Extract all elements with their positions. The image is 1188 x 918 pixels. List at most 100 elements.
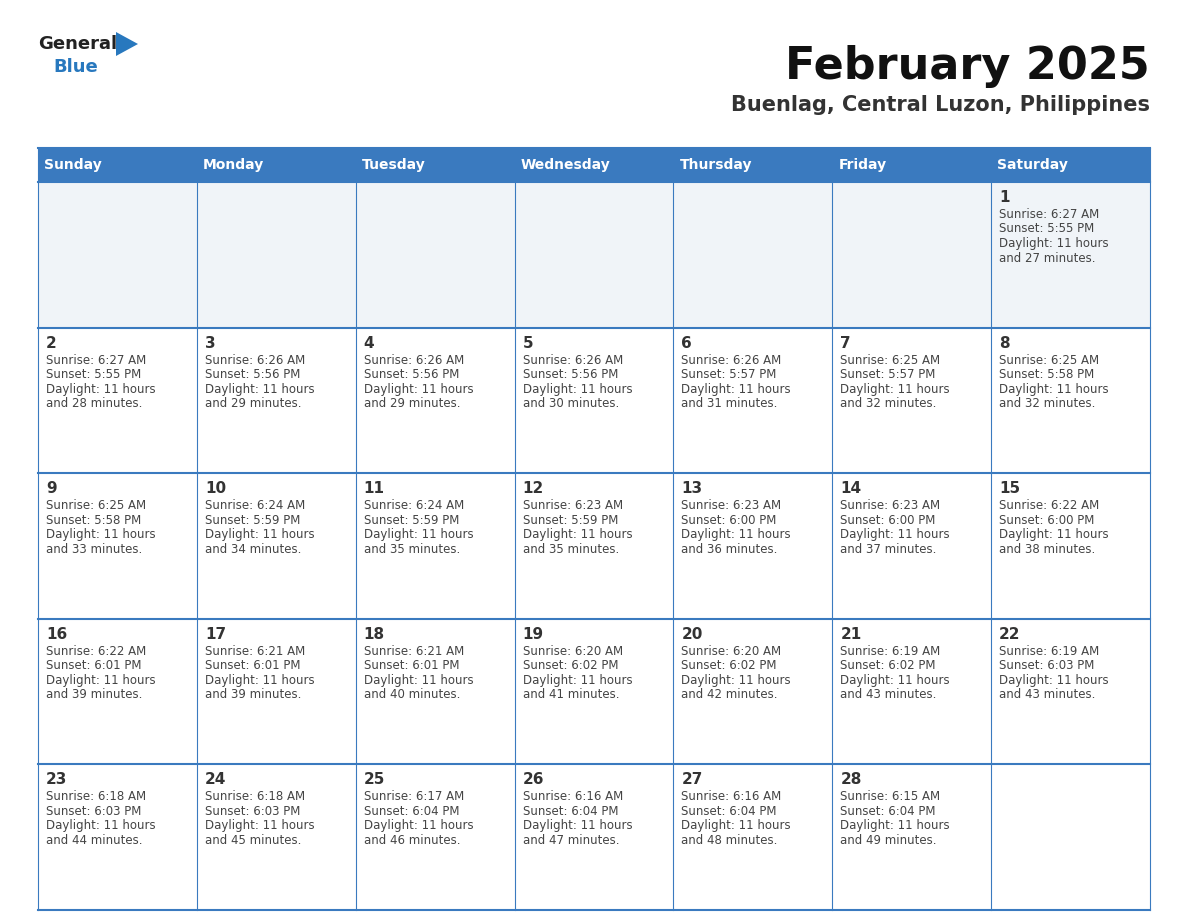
Text: 25: 25 [364, 772, 385, 788]
Text: Sunset: 5:56 PM: Sunset: 5:56 PM [523, 368, 618, 381]
Text: Daylight: 11 hours: Daylight: 11 hours [364, 528, 473, 542]
Text: and 37 minutes.: and 37 minutes. [840, 543, 936, 555]
Bar [38, 328, 1150, 473]
Text: Daylight: 11 hours: Daylight: 11 hours [204, 383, 315, 396]
Text: Sunset: 5:56 PM: Sunset: 5:56 PM [364, 368, 459, 381]
Text: Wednesday: Wednesday [520, 158, 611, 172]
Text: Sunrise: 6:25 AM: Sunrise: 6:25 AM [840, 353, 941, 366]
Text: Daylight: 11 hours: Daylight: 11 hours [46, 528, 156, 542]
Text: 1: 1 [999, 190, 1010, 205]
Text: and 29 minutes.: and 29 minutes. [204, 397, 302, 410]
Text: 2: 2 [46, 336, 57, 351]
Text: 16: 16 [46, 627, 68, 642]
Text: Sunset: 6:02 PM: Sunset: 6:02 PM [840, 659, 936, 672]
Text: and 39 minutes.: and 39 minutes. [46, 688, 143, 701]
Text: 9: 9 [46, 481, 57, 497]
Text: Sunrise: 6:19 AM: Sunrise: 6:19 AM [999, 644, 1099, 658]
Text: and 47 minutes.: and 47 minutes. [523, 834, 619, 847]
Text: Sunset: 6:02 PM: Sunset: 6:02 PM [523, 659, 618, 672]
Text: Daylight: 11 hours: Daylight: 11 hours [523, 528, 632, 542]
Text: 10: 10 [204, 481, 226, 497]
Text: Daylight: 11 hours: Daylight: 11 hours [840, 820, 950, 833]
Text: Sunset: 6:01 PM: Sunset: 6:01 PM [364, 659, 460, 672]
Text: and 38 minutes.: and 38 minutes. [999, 543, 1095, 555]
Text: Daylight: 11 hours: Daylight: 11 hours [999, 528, 1108, 542]
Text: Sunset: 5:56 PM: Sunset: 5:56 PM [204, 368, 301, 381]
Text: Sunrise: 6:23 AM: Sunrise: 6:23 AM [840, 499, 941, 512]
Text: and 32 minutes.: and 32 minutes. [840, 397, 936, 410]
Text: 12: 12 [523, 481, 544, 497]
Text: and 35 minutes.: and 35 minutes. [364, 543, 460, 555]
Text: Sunset: 5:59 PM: Sunset: 5:59 PM [523, 514, 618, 527]
Text: 11: 11 [364, 481, 385, 497]
Text: 23: 23 [46, 772, 68, 788]
Text: 17: 17 [204, 627, 226, 642]
Text: 21: 21 [840, 627, 861, 642]
Bar [38, 473, 1150, 619]
Text: and 35 minutes.: and 35 minutes. [523, 543, 619, 555]
Text: Sunset: 6:01 PM: Sunset: 6:01 PM [46, 659, 141, 672]
Text: 3: 3 [204, 336, 215, 351]
Text: Sunrise: 6:25 AM: Sunrise: 6:25 AM [46, 499, 146, 512]
Text: and 39 minutes.: and 39 minutes. [204, 688, 302, 701]
Text: and 45 minutes.: and 45 minutes. [204, 834, 302, 847]
Text: Sunrise: 6:24 AM: Sunrise: 6:24 AM [364, 499, 465, 512]
Text: Daylight: 11 hours: Daylight: 11 hours [364, 674, 473, 687]
Bar [38, 619, 1150, 765]
Text: and 32 minutes.: and 32 minutes. [999, 397, 1095, 410]
Text: and 43 minutes.: and 43 minutes. [999, 688, 1095, 701]
Text: Sunset: 6:04 PM: Sunset: 6:04 PM [364, 805, 460, 818]
Text: Sunrise: 6:20 AM: Sunrise: 6:20 AM [682, 644, 782, 658]
Text: Sunrise: 6:26 AM: Sunrise: 6:26 AM [364, 353, 465, 366]
Text: and 34 minutes.: and 34 minutes. [204, 543, 302, 555]
Text: and 43 minutes.: and 43 minutes. [840, 688, 936, 701]
Text: Daylight: 11 hours: Daylight: 11 hours [204, 820, 315, 833]
Text: 7: 7 [840, 336, 851, 351]
Bar [38, 765, 1150, 910]
Text: Daylight: 11 hours: Daylight: 11 hours [999, 674, 1108, 687]
Text: Blue: Blue [53, 58, 97, 76]
Text: Sunset: 5:57 PM: Sunset: 5:57 PM [682, 368, 777, 381]
Text: Sunset: 5:55 PM: Sunset: 5:55 PM [999, 222, 1094, 236]
Text: Sunset: 6:00 PM: Sunset: 6:00 PM [999, 514, 1094, 527]
Text: Sunset: 6:02 PM: Sunset: 6:02 PM [682, 659, 777, 672]
Text: Daylight: 11 hours: Daylight: 11 hours [523, 383, 632, 396]
Text: Daylight: 11 hours: Daylight: 11 hours [682, 528, 791, 542]
Text: Thursday: Thursday [680, 158, 752, 172]
Text: and 48 minutes.: and 48 minutes. [682, 834, 778, 847]
Text: Daylight: 11 hours: Daylight: 11 hours [999, 383, 1108, 396]
Text: and 41 minutes.: and 41 minutes. [523, 688, 619, 701]
Text: and 27 minutes.: and 27 minutes. [999, 252, 1095, 264]
Text: 19: 19 [523, 627, 544, 642]
Text: Daylight: 11 hours: Daylight: 11 hours [682, 674, 791, 687]
Text: 22: 22 [999, 627, 1020, 642]
Text: Sunday: Sunday [44, 158, 102, 172]
Text: Sunset: 6:00 PM: Sunset: 6:00 PM [840, 514, 936, 527]
Text: Sunrise: 6:18 AM: Sunrise: 6:18 AM [46, 790, 146, 803]
Text: Sunrise: 6:23 AM: Sunrise: 6:23 AM [682, 499, 782, 512]
Text: 5: 5 [523, 336, 533, 351]
Text: and 33 minutes.: and 33 minutes. [46, 543, 143, 555]
Text: Daylight: 11 hours: Daylight: 11 hours [840, 383, 950, 396]
Text: Sunrise: 6:15 AM: Sunrise: 6:15 AM [840, 790, 941, 803]
Text: Sunrise: 6:20 AM: Sunrise: 6:20 AM [523, 644, 623, 658]
Text: Daylight: 11 hours: Daylight: 11 hours [999, 237, 1108, 250]
Text: and 30 minutes.: and 30 minutes. [523, 397, 619, 410]
Text: Sunrise: 6:26 AM: Sunrise: 6:26 AM [682, 353, 782, 366]
Text: 4: 4 [364, 336, 374, 351]
Text: Sunset: 5:59 PM: Sunset: 5:59 PM [364, 514, 459, 527]
Text: Monday: Monday [203, 158, 265, 172]
Text: Sunset: 6:00 PM: Sunset: 6:00 PM [682, 514, 777, 527]
Text: Daylight: 11 hours: Daylight: 11 hours [204, 674, 315, 687]
Text: Sunrise: 6:18 AM: Sunrise: 6:18 AM [204, 790, 305, 803]
Text: and 29 minutes.: and 29 minutes. [364, 397, 460, 410]
Text: Saturday: Saturday [998, 158, 1068, 172]
Text: and 44 minutes.: and 44 minutes. [46, 834, 143, 847]
Text: Daylight: 11 hours: Daylight: 11 hours [364, 820, 473, 833]
Text: Sunrise: 6:17 AM: Sunrise: 6:17 AM [364, 790, 465, 803]
Text: and 40 minutes.: and 40 minutes. [364, 688, 460, 701]
Text: Sunset: 6:03 PM: Sunset: 6:03 PM [204, 805, 301, 818]
Text: 28: 28 [840, 772, 861, 788]
Text: Daylight: 11 hours: Daylight: 11 hours [523, 820, 632, 833]
Text: Sunset: 6:03 PM: Sunset: 6:03 PM [46, 805, 141, 818]
